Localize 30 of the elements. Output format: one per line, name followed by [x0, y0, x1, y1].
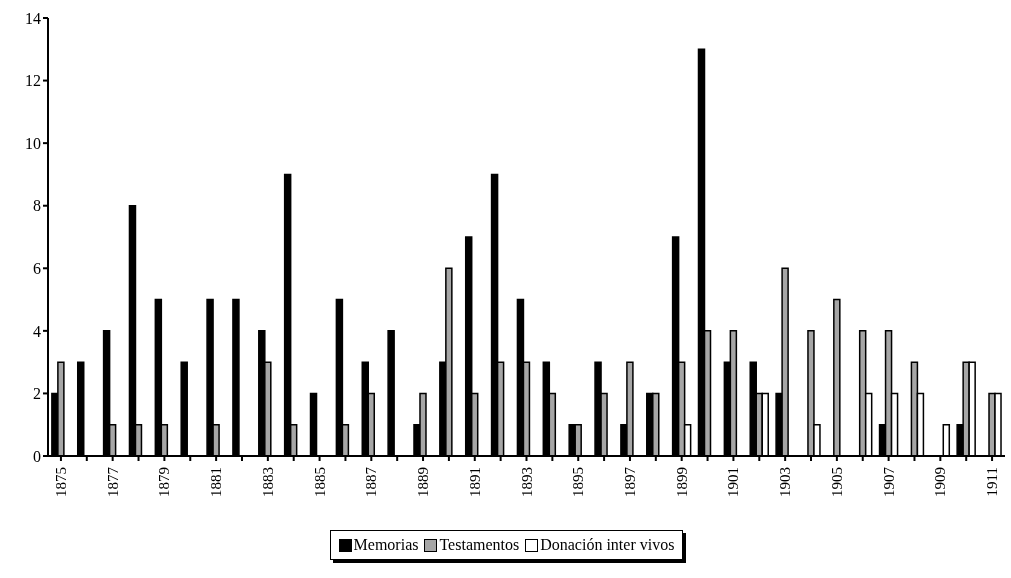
y-tick-label: 8: [33, 197, 41, 215]
x-tick-label: 1909: [932, 467, 949, 497]
x-tick-label: 1903: [777, 467, 794, 497]
x-tick-label: 1899: [673, 467, 690, 497]
x-tick-label: 1905: [828, 467, 845, 497]
x-tick-label: 1875: [52, 467, 69, 497]
y-tick-label: 10: [25, 134, 41, 152]
legend-label: Memorias: [352, 536, 419, 554]
y-tick-label: 4: [33, 322, 41, 340]
x-tick-label: 1883: [259, 467, 276, 497]
y-tick-label: 12: [25, 72, 41, 90]
x-tick-label: 1887: [363, 466, 380, 497]
y-tick-label: 6: [33, 259, 41, 277]
x-tick-label: 1907: [880, 466, 897, 497]
x-tick-label: 1901: [725, 467, 742, 497]
x-tick-label: 1889: [415, 467, 432, 497]
y-tick-label: 2: [33, 385, 41, 403]
legend-label: Donación inter vivos: [539, 536, 675, 554]
x-tick-label: 1891: [466, 467, 483, 497]
x-tick-label: 1881: [208, 467, 225, 497]
x-tick-label: 1895: [570, 467, 587, 497]
legend-label: Testamentos: [438, 536, 520, 554]
x-tick-label: 1893: [518, 467, 535, 497]
x-tick-label: 1911: [984, 467, 1001, 497]
y-tick-label: 14: [25, 9, 41, 27]
x-tick-label: 1897: [621, 466, 638, 497]
x-tick-label: 1877: [104, 466, 121, 497]
x-tick-label: 1879: [156, 467, 173, 497]
y-tick-label: 0: [33, 447, 41, 465]
x-tick-label: 1885: [311, 467, 328, 497]
